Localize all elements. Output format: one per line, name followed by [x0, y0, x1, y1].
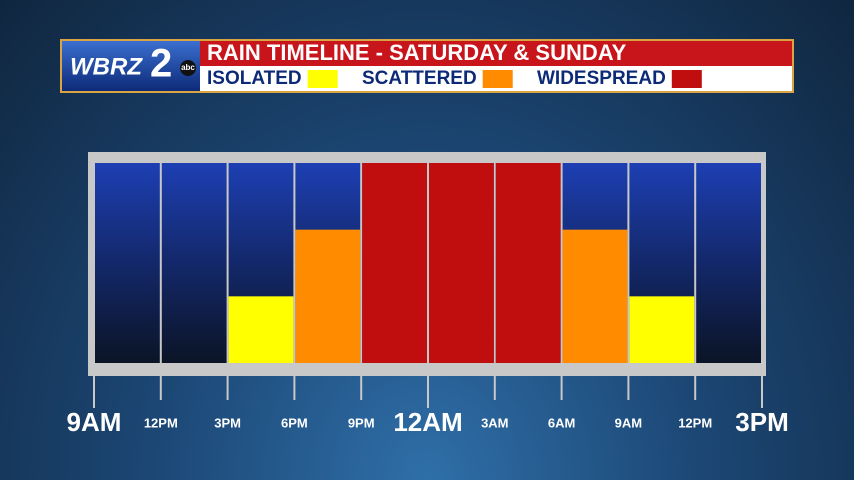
bar	[495, 163, 561, 363]
logo-text: WBRZ	[70, 53, 143, 80]
x-tick-label: 6PM	[281, 415, 308, 430]
legend-label: SCATTERED	[362, 68, 477, 89]
x-tick-label: 3PM	[735, 407, 788, 437]
logo-network: abc	[181, 63, 195, 72]
logo-box	[62, 41, 200, 91]
x-tick-label: 12PM	[144, 415, 178, 430]
x-tick-label: 9PM	[348, 415, 375, 430]
bar	[295, 229, 361, 363]
bar	[629, 296, 695, 363]
x-tick-label: 9AM	[67, 407, 122, 437]
x-tick-label: 6AM	[548, 415, 575, 430]
legend-swatch	[482, 70, 513, 88]
x-tick-label: 12AM	[393, 407, 462, 437]
column-bg	[95, 163, 160, 363]
x-tick-label: 9AM	[615, 415, 642, 430]
logo-number: 2	[150, 42, 172, 86]
chart-title: RAIN TIMELINE - SATURDAY & SUNDAY	[207, 40, 627, 65]
bar	[362, 163, 427, 363]
legend-swatch	[671, 70, 702, 88]
legend-swatch	[307, 70, 338, 88]
bar	[429, 163, 494, 363]
abc-badge	[180, 60, 196, 76]
x-tick-label: 12PM	[678, 415, 712, 430]
column-bg	[161, 163, 227, 363]
x-tick-label: 3AM	[481, 415, 508, 430]
bar	[228, 296, 294, 363]
bar	[562, 229, 628, 363]
legend-label: ISOLATED	[207, 68, 302, 89]
x-tick-label: 3PM	[214, 415, 241, 430]
legend-label: WIDESPREAD	[537, 68, 666, 89]
column-bg	[696, 163, 761, 363]
